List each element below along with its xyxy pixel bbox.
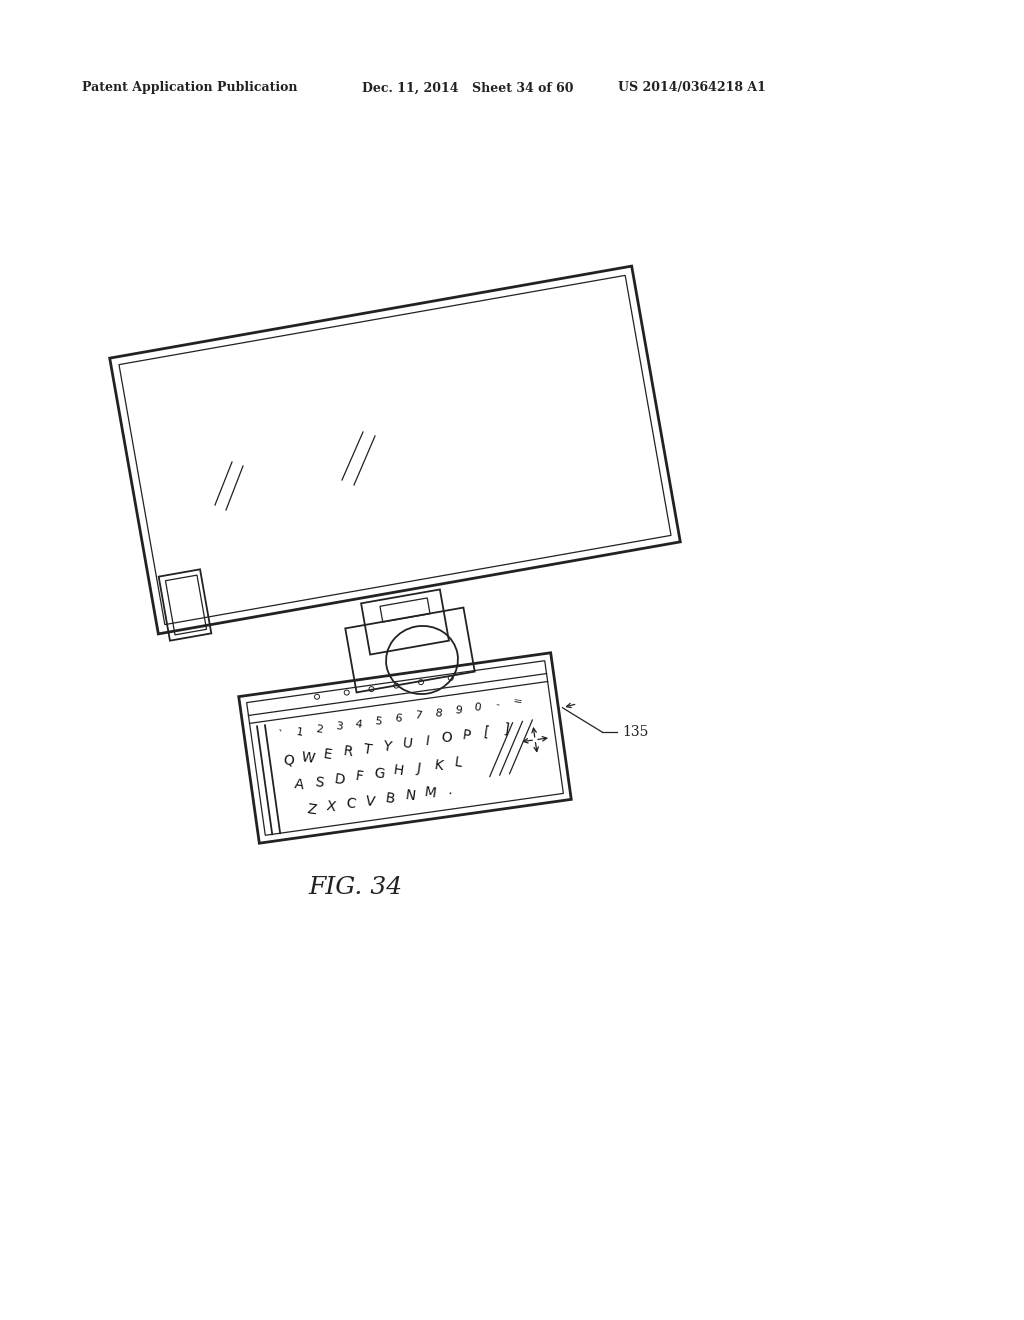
Text: R: R xyxy=(342,744,353,759)
Text: Z: Z xyxy=(305,803,316,817)
Text: Sheet 34 of 60: Sheet 34 of 60 xyxy=(472,82,573,95)
Text: I: I xyxy=(424,734,430,748)
Text: O: O xyxy=(440,730,453,746)
Text: N: N xyxy=(404,788,417,804)
Text: FIG. 34: FIG. 34 xyxy=(308,876,402,899)
Text: 5: 5 xyxy=(375,715,383,727)
Text: 2: 2 xyxy=(315,725,324,735)
Text: G: G xyxy=(373,766,385,781)
Text: Y: Y xyxy=(382,739,392,754)
Text: C: C xyxy=(345,796,356,812)
Text: Q: Q xyxy=(282,752,295,768)
Text: 1: 1 xyxy=(295,727,303,738)
Text: =: = xyxy=(512,697,522,708)
Text: -: - xyxy=(495,700,500,710)
Text: 0: 0 xyxy=(473,702,481,713)
Text: A: A xyxy=(294,777,305,792)
Text: E: E xyxy=(323,747,333,763)
Text: D: D xyxy=(333,772,345,787)
Text: B: B xyxy=(385,791,396,807)
Text: S: S xyxy=(314,775,325,789)
Text: L: L xyxy=(454,755,463,771)
Text: ]: ] xyxy=(502,722,510,737)
Text: P: P xyxy=(461,727,471,743)
Text: U: U xyxy=(401,737,413,751)
Text: H: H xyxy=(392,763,404,779)
Text: .: . xyxy=(446,783,453,797)
Text: Dec. 11, 2014: Dec. 11, 2014 xyxy=(362,82,459,95)
Text: 8: 8 xyxy=(434,708,442,718)
Text: V: V xyxy=(365,793,376,809)
Text: 7: 7 xyxy=(414,710,422,721)
Text: `: ` xyxy=(276,730,283,741)
Text: 6: 6 xyxy=(394,713,402,725)
Text: 4: 4 xyxy=(354,719,362,730)
Text: T: T xyxy=(362,742,373,756)
Text: US 2014/0364218 A1: US 2014/0364218 A1 xyxy=(618,82,766,95)
Text: K: K xyxy=(433,758,443,774)
Text: M: M xyxy=(423,785,437,801)
Text: Patent Application Publication: Patent Application Publication xyxy=(82,82,298,95)
Text: 9: 9 xyxy=(454,705,462,715)
Text: X: X xyxy=(326,800,337,814)
Text: 135: 135 xyxy=(622,725,648,739)
Text: W: W xyxy=(300,750,315,766)
Text: [: [ xyxy=(482,725,489,741)
Text: F: F xyxy=(354,770,364,784)
Text: J: J xyxy=(416,762,422,776)
Text: 3: 3 xyxy=(335,722,343,733)
